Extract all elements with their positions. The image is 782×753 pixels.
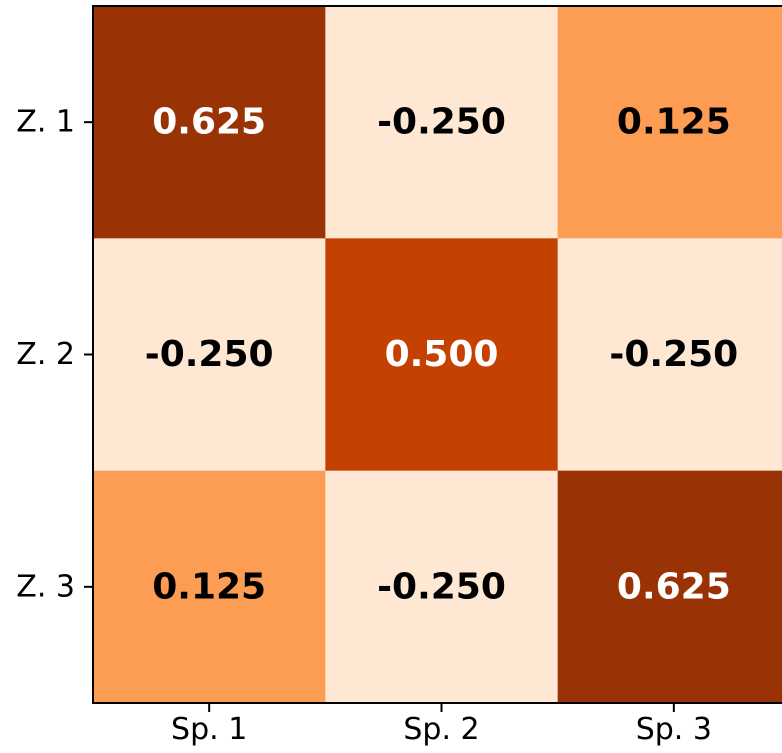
cell-value-label: 0.500 — [385, 334, 499, 375]
x-tick-label: Sp. 1 — [171, 712, 247, 747]
x-tick-label: Sp. 3 — [636, 712, 712, 747]
y-tick-label: Z. 3 — [16, 569, 75, 604]
heatmap-cell — [557, 470, 782, 704]
cell-value-label: -0.250 — [377, 102, 506, 143]
heatmap-cell — [93, 6, 326, 239]
heatmap-cells — [93, 6, 782, 704]
y-tick-label: Z. 2 — [16, 337, 75, 372]
y-tick-label: Z. 1 — [16, 105, 75, 140]
heatmap-cell — [93, 470, 326, 704]
cell-value-label: 0.625 — [152, 102, 266, 143]
y-axis: Z. 1 Z. 2 Z. 3 — [16, 105, 93, 604]
heatmap-cell — [93, 238, 326, 472]
cell-value-label: 0.625 — [617, 566, 731, 607]
cell-value-label: 0.125 — [152, 566, 266, 607]
x-tick-label: Sp. 2 — [403, 712, 479, 747]
cell-value-label: -0.250 — [377, 566, 506, 607]
heatmap-cell — [325, 470, 559, 704]
plot-frame — [92, 5, 782, 704]
heatmap-cell — [557, 6, 782, 239]
heatmap-cell — [325, 6, 559, 239]
cell-value-label: 0.125 — [617, 102, 731, 143]
cell-value-label: -0.250 — [145, 334, 274, 375]
heatmap-cell — [557, 238, 782, 472]
heatmap-cell-labels: 0.625 -0.250 0.125 -0.250 0.500 -0.250 0.125 -0… — [145, 102, 738, 608]
x-axis: Sp. 1 Sp. 2 Sp. 3 — [171, 703, 712, 747]
cell-value-label: -0.250 — [609, 334, 738, 375]
heatmap-cell — [325, 238, 559, 472]
